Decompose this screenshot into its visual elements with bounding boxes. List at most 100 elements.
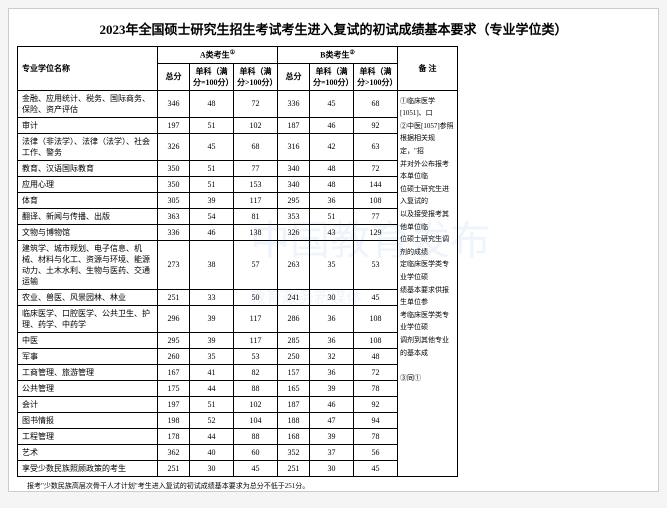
cell-name: 艺术 — [18, 444, 158, 460]
cell-name: 临床医学、口腔医学、公共卫生、护理、药学、中药学 — [18, 305, 158, 332]
cell-score-a: 346 — [158, 90, 190, 117]
cell-score-b: 168 — [278, 428, 310, 444]
cell-score-a: 51 — [190, 396, 234, 412]
cell-score-b: 286 — [278, 305, 310, 332]
table-row: 体育3053911729536108 — [18, 192, 458, 208]
cell-name: 工商管理、旅游管理 — [18, 364, 158, 380]
cell-score-b: 94 — [354, 412, 398, 428]
cell-score-a: 350 — [158, 160, 190, 176]
cell-score-b: 187 — [278, 396, 310, 412]
cell-score-b: 336 — [278, 90, 310, 117]
cell-score-b: 263 — [278, 240, 310, 289]
cell-name: 翻译、新闻与传播、出版 — [18, 208, 158, 224]
table-row: 中医2953911728536108 — [18, 332, 458, 348]
cell-score-b: 30 — [310, 289, 354, 305]
col-b-total: 总分 — [278, 63, 310, 90]
cell-score-a: 68 — [234, 133, 278, 160]
cell-score-b: 48 — [354, 348, 398, 364]
table-row: 艺术36240603523756 — [18, 444, 458, 460]
cell-name: 中医 — [18, 332, 158, 348]
cell-score-a: 48 — [190, 90, 234, 117]
cell-score-a: 326 — [158, 133, 190, 160]
cell-score-a: 81 — [234, 208, 278, 224]
cell-score-b: 188 — [278, 412, 310, 428]
cell-score-b: 48 — [310, 160, 354, 176]
table-header: 专业学位名称 A类考生① B类考生② 备 注 总分 单科（满分=100分） 单科… — [18, 47, 458, 91]
cell-score-a: 35 — [190, 348, 234, 364]
cell-score-b: 340 — [278, 176, 310, 192]
cell-score-a: 178 — [158, 428, 190, 444]
table-row: 会计197511021874692 — [18, 396, 458, 412]
cell-score-b: 35 — [310, 240, 354, 289]
cell-score-b: 250 — [278, 348, 310, 364]
col-catA: A类考生① — [158, 47, 278, 64]
cell-score-b: 108 — [354, 305, 398, 332]
cell-score-b: 47 — [310, 412, 354, 428]
cell-score-b: 295 — [278, 192, 310, 208]
cell-score-a: 363 — [158, 208, 190, 224]
cell-name: 图书情报 — [18, 412, 158, 428]
cell-score-a: 88 — [234, 380, 278, 396]
table-row: 享受少数民族照顾政策的考生25130452513045 — [18, 460, 458, 476]
cell-score-a: 295 — [158, 332, 190, 348]
cell-score-b: 78 — [354, 380, 398, 396]
col-a-100: 单科（满分=100分） — [190, 63, 234, 90]
table-row: 工程管理17844881683978 — [18, 428, 458, 444]
cell-score-b: 340 — [278, 160, 310, 176]
cell-name: 建筑学、城市规划、电子信息、机械、材料与化工、资源与环境、能源动力、土木水利、生… — [18, 240, 158, 289]
cell-score-a: 40 — [190, 444, 234, 460]
cell-score-b: 56 — [354, 444, 398, 460]
side-notes: ①临床医学[1051]、口②中医[1057]参照根据相关规定，"招并对外公布报考… — [398, 90, 458, 476]
cell-score-a: 362 — [158, 444, 190, 460]
table-row: 教育、汉语国际教育35051773404872 — [18, 160, 458, 176]
cell-score-b: 72 — [354, 364, 398, 380]
table-row: 翻译、新闻与传播、出版36354813535177 — [18, 208, 458, 224]
cell-score-b: 46 — [310, 117, 354, 133]
table-row: 公共管理17544881653978 — [18, 380, 458, 396]
cell-score-b: 241 — [278, 289, 310, 305]
cell-score-a: 50 — [234, 289, 278, 305]
col-catB: B类考生② — [278, 47, 398, 64]
cell-name: 农业、兽医、风景园林、林业 — [18, 289, 158, 305]
cell-score-b: 92 — [354, 117, 398, 133]
cell-name: 教育、汉语国际教育 — [18, 160, 158, 176]
cell-name: 工程管理 — [18, 428, 158, 444]
cell-score-b: 108 — [354, 332, 398, 348]
cell-score-a: 39 — [190, 332, 234, 348]
cell-score-b: 63 — [354, 133, 398, 160]
cell-score-a: 54 — [190, 208, 234, 224]
cell-score-a: 39 — [190, 192, 234, 208]
cell-score-a: 350 — [158, 176, 190, 192]
cell-score-b: 157 — [278, 364, 310, 380]
col-b-over100: 单科（满分>100分） — [354, 63, 398, 90]
content-wrap: 专业学位名称 A类考生① B类考生② 备 注 总分 单科（满分=100分） 单科… — [17, 46, 650, 477]
col-name: 专业学位名称 — [18, 47, 158, 91]
cell-score-b: 37 — [310, 444, 354, 460]
cell-score-a: 77 — [234, 160, 278, 176]
cell-score-a: 251 — [158, 289, 190, 305]
cell-score-b: 30 — [310, 460, 354, 476]
cell-score-a: 273 — [158, 240, 190, 289]
col-a-over100: 单科（满分>100分） — [234, 63, 278, 90]
cell-score-b: 36 — [310, 305, 354, 332]
cell-score-b: 43 — [310, 224, 354, 240]
cell-score-a: 198 — [158, 412, 190, 428]
cell-score-a: 175 — [158, 380, 190, 396]
cell-score-a: 88 — [234, 428, 278, 444]
cell-score-a: 60 — [234, 444, 278, 460]
col-b-100: 单科（满分=100分） — [310, 63, 354, 90]
cell-name: 体育 — [18, 192, 158, 208]
cell-score-b: 72 — [354, 160, 398, 176]
document-page: 2023年全国硕士研究生招生考试考生进入复试的初试成绩基本要求（专业学位类） 专… — [8, 8, 659, 492]
cell-score-a: 38 — [190, 240, 234, 289]
table-row: 法律（非法学）、法律（法学）、社会工作、警务32645683164263 — [18, 133, 458, 160]
cell-score-b: 326 — [278, 224, 310, 240]
cell-score-b: 68 — [354, 90, 398, 117]
cell-score-a: 30 — [190, 460, 234, 476]
cell-score-a: 46 — [190, 224, 234, 240]
table-row: 文物与博物馆3364613832643129 — [18, 224, 458, 240]
cell-score-a: 117 — [234, 192, 278, 208]
cell-score-a: 296 — [158, 305, 190, 332]
cell-score-a: 51 — [190, 160, 234, 176]
cell-score-b: 316 — [278, 133, 310, 160]
